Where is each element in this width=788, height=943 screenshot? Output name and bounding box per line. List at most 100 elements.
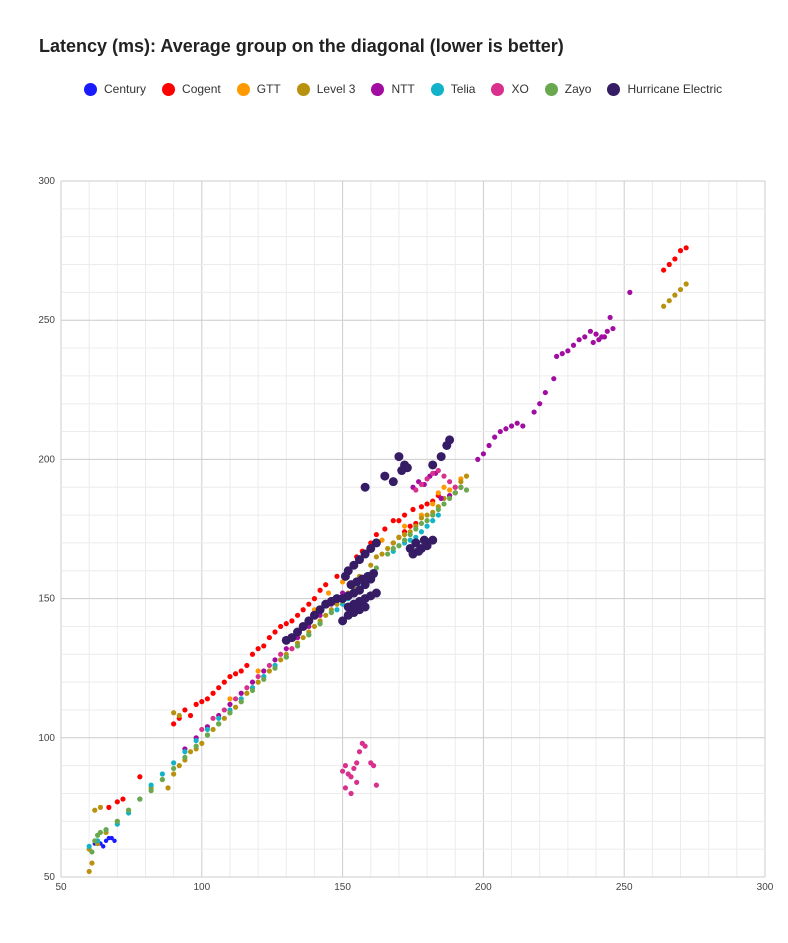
data-point [255, 668, 261, 674]
data-point [227, 696, 233, 702]
data-point [424, 518, 430, 524]
data-point [176, 712, 182, 719]
data-point [204, 696, 211, 702]
data-point [114, 818, 120, 824]
data-point [227, 701, 233, 707]
data-point [289, 646, 295, 652]
data-point [221, 707, 227, 713]
data-point [436, 452, 446, 462]
data-point [368, 562, 374, 568]
data-point [677, 286, 684, 293]
data-point [103, 838, 109, 844]
data-point [176, 763, 182, 769]
data-point [278, 623, 284, 630]
data-point [137, 774, 143, 780]
data-point [390, 540, 396, 546]
data-point [278, 651, 284, 657]
data-point [261, 668, 267, 674]
data-point [418, 481, 425, 488]
legend-item: Zayo [544, 82, 592, 96]
data-point [430, 501, 436, 507]
legend-item: Hurricane Electric [607, 82, 722, 96]
data-point [385, 545, 391, 552]
data-point [272, 657, 278, 663]
data-point [120, 796, 126, 802]
data-point [407, 523, 413, 529]
data-point [360, 549, 370, 559]
y-tick-label: 50 [44, 872, 56, 883]
data-point [441, 484, 447, 490]
data-point [92, 807, 98, 813]
data-point [413, 487, 419, 493]
data-point [311, 623, 318, 630]
legend-swatch [296, 82, 310, 96]
legend-label: GTT [256, 82, 281, 96]
data-point [402, 463, 412, 473]
x-tick-label: 200 [475, 882, 492, 893]
data-point [452, 484, 458, 490]
legend-item: Cogent [162, 82, 221, 96]
data-point [683, 245, 689, 251]
data-point [661, 267, 667, 273]
legend-item: GTT [236, 82, 281, 96]
data-point [435, 506, 441, 513]
data-point [418, 504, 425, 510]
data-point [396, 518, 402, 524]
data-point [463, 473, 470, 479]
data-point [340, 579, 346, 585]
data-point [441, 501, 447, 507]
data-point [304, 616, 314, 626]
legend-item: Telia [430, 82, 476, 96]
data-point [249, 687, 256, 694]
data-point [401, 523, 408, 529]
data-point [419, 535, 429, 545]
data-point [401, 531, 408, 538]
data-point [661, 303, 667, 309]
legend-item: Century [84, 82, 146, 96]
data-point [255, 673, 261, 680]
data-point [210, 715, 216, 721]
series-hurricane-electric [281, 435, 455, 645]
data-point [266, 634, 272, 641]
data-point [106, 804, 112, 811]
data-point [300, 634, 306, 641]
data-point [627, 289, 633, 295]
x-tick-label: 250 [616, 882, 633, 893]
data-point [370, 763, 377, 769]
data-point [424, 523, 430, 529]
data-point [514, 420, 520, 426]
data-point [244, 685, 250, 691]
y-tick-label: 100 [38, 733, 55, 744]
data-point [306, 601, 312, 607]
data-point [452, 490, 458, 496]
series-cogent [106, 245, 689, 811]
data-point [418, 520, 425, 527]
data-point [323, 612, 329, 618]
data-point [413, 526, 419, 532]
data-point [199, 740, 205, 746]
data-point [255, 679, 261, 685]
legend-swatch [430, 82, 444, 96]
data-point [430, 512, 436, 518]
data-point [283, 621, 289, 627]
chart-title: Latency (ms): Average group on the diago… [39, 36, 564, 56]
data-point [582, 334, 588, 340]
data-point [373, 782, 379, 788]
data-point [249, 651, 256, 657]
data-point [508, 423, 515, 429]
legend-label: Zayo [564, 82, 592, 96]
legend-swatch [491, 82, 505, 96]
data-point [354, 779, 360, 785]
data-point [430, 470, 436, 476]
legend-label: Telia [450, 82, 476, 96]
legend-swatch [544, 82, 558, 96]
data-point [272, 665, 278, 671]
data-point [551, 376, 557, 382]
data-point [283, 654, 289, 660]
data-point [492, 434, 498, 440]
legend-label: NTT [391, 82, 415, 96]
data-point [325, 590, 332, 596]
data-point [342, 763, 349, 769]
data-point [447, 495, 453, 501]
y-tick-label: 200 [38, 454, 55, 465]
